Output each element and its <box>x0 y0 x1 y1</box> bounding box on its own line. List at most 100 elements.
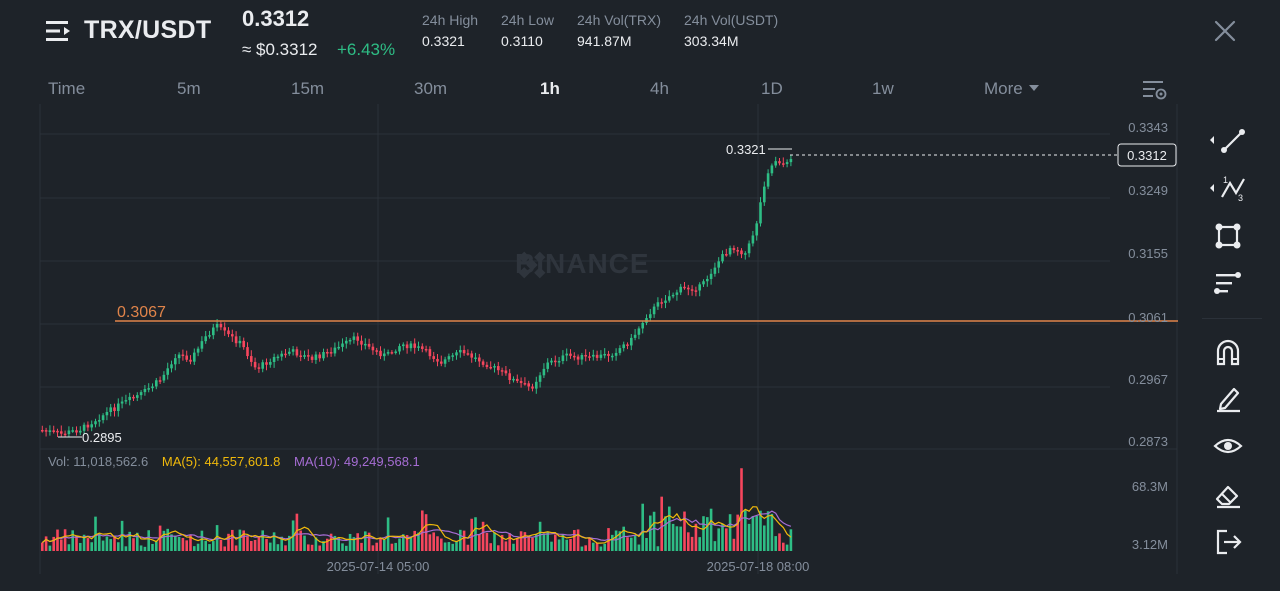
volume-bar <box>386 517 390 551</box>
candle-body <box>162 374 166 381</box>
candle-body <box>352 336 356 340</box>
candle-body <box>383 353 386 357</box>
volume-bar <box>193 546 196 551</box>
price-tick: 0.2967 <box>1128 372 1168 387</box>
trend-line-tool[interactable] <box>1208 122 1248 158</box>
candle-body <box>785 162 789 165</box>
close-icon[interactable] <box>1212 18 1238 44</box>
candle-body <box>196 348 200 353</box>
price-tick: 0.3061 <box>1128 310 1168 325</box>
volume-bar <box>485 532 489 551</box>
candlestick-chart[interactable]: 0.3067 0.3312 0.3321 0.2895 0.3343 0.324… <box>0 104 1180 584</box>
candle-body <box>212 327 215 336</box>
candle-body <box>702 281 705 285</box>
tab-5m[interactable]: 5m <box>177 79 201 98</box>
tab-time[interactable]: Time <box>48 79 86 98</box>
volume-bar <box>348 533 352 551</box>
ma10-line <box>41 510 792 544</box>
tab-more[interactable]: More <box>984 79 1039 99</box>
volume-bar <box>508 533 511 551</box>
volume-bar <box>288 535 291 551</box>
candle-body <box>622 344 625 349</box>
candle-body <box>478 357 481 362</box>
tab-1w[interactable]: 1w <box>872 79 894 98</box>
candle-body <box>459 349 462 353</box>
candle-body <box>447 356 451 360</box>
candle-body <box>341 343 344 347</box>
last-price: 0.3312 <box>242 6 310 31</box>
volume-bar <box>242 530 245 551</box>
shapes-tool[interactable] <box>1208 218 1248 254</box>
indicators-tool[interactable] <box>1208 266 1248 302</box>
candle-body <box>322 352 325 359</box>
volume-bar <box>500 534 504 551</box>
svg-text:1: 1 <box>1223 175 1228 185</box>
candle-body <box>782 163 785 165</box>
volume-ma-lines <box>41 506 792 544</box>
chart-canvas[interactable]: 0.3067 0.3312 0.3321 0.2895 0.3343 0.324… <box>0 104 1180 584</box>
price-tick: 0.3155 <box>1128 246 1168 261</box>
candle-body <box>554 360 557 363</box>
volume-bar <box>162 530 166 551</box>
volume-bar <box>265 539 268 551</box>
candle-body <box>755 223 758 236</box>
volume-bar <box>280 536 283 551</box>
volume-bar <box>519 531 523 551</box>
fib-retracement-tool[interactable]: 1 3 <box>1208 170 1248 206</box>
candle-body <box>223 327 226 331</box>
chart-grid <box>39 104 1178 574</box>
candle-body <box>603 353 606 356</box>
volume-bar <box>557 539 561 551</box>
candle-body <box>751 235 755 244</box>
magnet-tool[interactable] <box>1208 334 1248 370</box>
volume-bar <box>139 545 143 551</box>
volume-bar <box>584 545 587 551</box>
volume-bar <box>736 514 739 551</box>
eraser-tool[interactable] <box>1208 476 1248 512</box>
volume-bar <box>67 544 71 551</box>
stat-value: 941.87M <box>577 33 632 49</box>
candle-body <box>428 349 432 357</box>
candle-body <box>147 388 150 390</box>
volume-bar <box>740 468 743 551</box>
ma10-value: MA(10): 49,249,568.1 <box>294 454 420 469</box>
volume-bar <box>303 535 306 551</box>
candle-body <box>291 349 295 352</box>
stat-value: 0.3321 <box>422 33 465 49</box>
tab-30m[interactable]: 30m <box>414 79 448 98</box>
candle-body <box>231 334 234 337</box>
tab-15m[interactable]: 15m <box>291 79 325 98</box>
time-tick: 2025-07-14 05:00 <box>327 559 430 574</box>
candle-body <box>307 355 310 357</box>
pencil-tool[interactable] <box>1208 380 1248 416</box>
candle-body <box>614 352 618 356</box>
volume-bar <box>276 544 280 551</box>
volume-bar <box>326 538 329 551</box>
candle-body <box>276 356 280 359</box>
tab-1h[interactable]: 1h <box>540 79 560 98</box>
hide-drawings-tool[interactable] <box>1208 428 1248 464</box>
volume-bar <box>60 539 63 551</box>
volume-bar <box>481 521 485 551</box>
candle-body <box>364 343 367 346</box>
stat-value: 303.34M <box>684 33 739 49</box>
volume-bar <box>641 503 644 551</box>
time-tick: 2025-07-18 08:00 <box>707 559 810 574</box>
volume-bar <box>185 540 188 551</box>
tab-4h[interactable]: 4h <box>650 79 669 98</box>
candle-body <box>398 346 401 352</box>
chart-settings-icon[interactable] <box>1142 78 1168 102</box>
candle-body <box>310 356 314 360</box>
candle-body <box>576 356 580 360</box>
candle-body <box>143 388 147 393</box>
tab-1d[interactable]: 1D <box>761 79 783 98</box>
menu-icon[interactable] <box>46 19 72 43</box>
trend-line-icon <box>1210 129 1245 153</box>
volume-bar <box>747 523 751 551</box>
volume-bar <box>774 536 777 551</box>
pair-title[interactable]: TRX/USDT <box>84 16 212 44</box>
candle-body <box>337 346 340 349</box>
exit-drawing-tool[interactable] <box>1208 524 1248 560</box>
candle-body <box>599 354 603 358</box>
candle-body <box>166 368 169 375</box>
